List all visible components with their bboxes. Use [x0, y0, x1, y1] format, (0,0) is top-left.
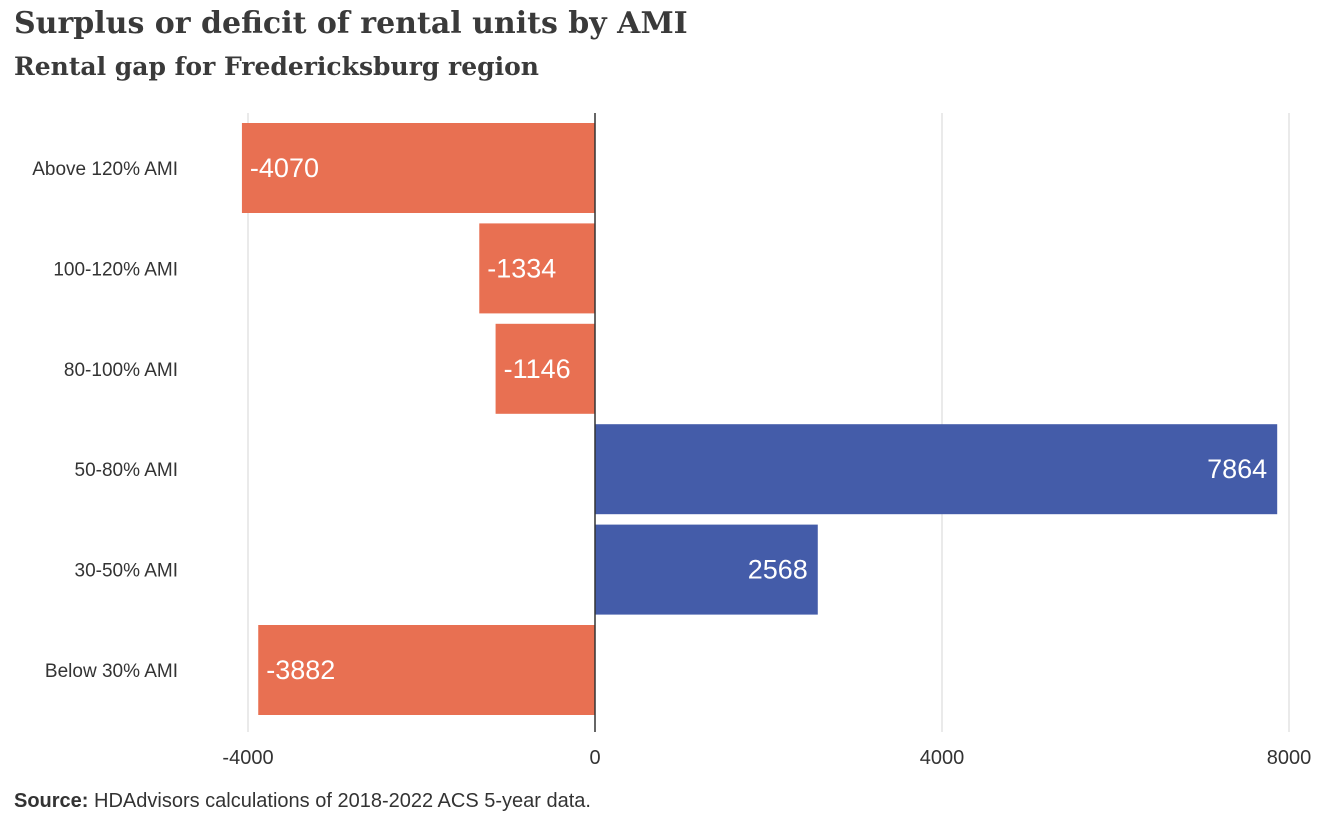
grid-lines: [247, 113, 1290, 732]
x-axis-ticks: -4000 0 4000 8000: [222, 747, 1311, 769]
source-label: Source:: [14, 790, 89, 812]
category-label: 80-100% AMI: [64, 360, 178, 381]
bar: [495, 323, 595, 414]
bar-value-label: -3882: [266, 655, 335, 685]
category-label: 30-50% AMI: [75, 561, 179, 582]
x-tick-label: -4000: [222, 747, 273, 769]
bar: [595, 424, 1278, 515]
bar-value-label: -1334: [487, 253, 556, 283]
x-tick-label: 0: [589, 747, 600, 769]
bars: [241, 123, 1278, 715]
category-label: 100-120% AMI: [53, 259, 178, 280]
category-label: Above 120% AMI: [32, 159, 178, 180]
chart-subtitle: Rental gap for Fredericksburg region: [14, 52, 539, 81]
value-labels: -4070 -1334 -1146 7864 2568 -3882: [250, 153, 1267, 685]
bar: [479, 223, 595, 314]
bar: [595, 524, 818, 615]
chart-title: Surplus or deficit of rental units by AM…: [14, 6, 688, 41]
category-label: Below 30% AMI: [45, 661, 178, 682]
source-note: Source: HDAdvisors calculations of 2018-…: [14, 790, 591, 813]
x-tick-label: 4000: [920, 747, 965, 769]
category-labels: Above 120% AMI 100-120% AMI 80-100% AMI 50-…: [32, 159, 178, 682]
bar-value-label: -4070: [250, 153, 319, 183]
bar-chart: -4070 -1334 -1146 7864 2568 -3882 Above 120% …: [32, 113, 1311, 769]
source-text: HDAdvisors calculations of 2018-2022 ACS…: [94, 790, 591, 812]
x-tick-label: 8000: [1267, 747, 1312, 769]
bar: [258, 625, 595, 715]
bar: [241, 123, 596, 213]
category-label: 50-80% AMI: [75, 460, 179, 481]
bar-value-label: 2568: [748, 555, 808, 585]
bar-value-label: 7864: [1207, 454, 1267, 484]
bar-value-label: -1146: [504, 354, 571, 384]
